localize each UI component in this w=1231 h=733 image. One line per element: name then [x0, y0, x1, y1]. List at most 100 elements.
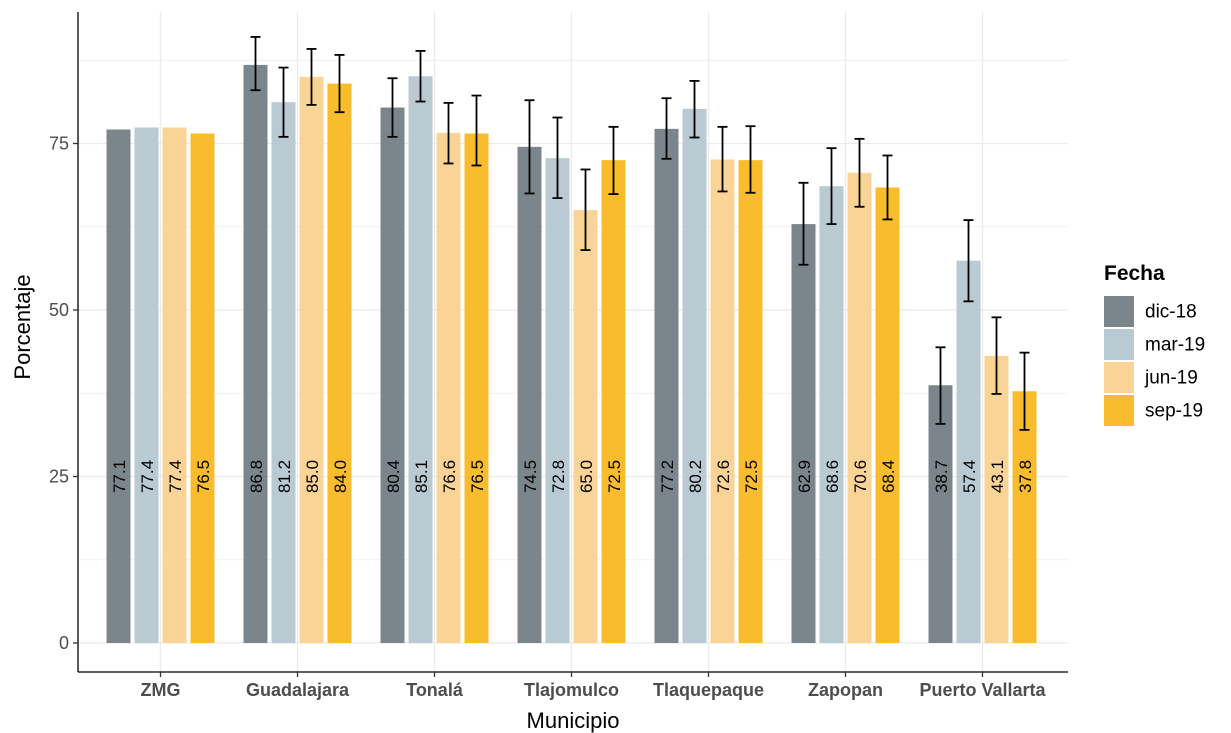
error-bar	[471, 94, 482, 167]
legend-label: jun-19	[1144, 368, 1198, 389]
x-tick-label: Zapopan	[808, 680, 883, 700]
bar-sep-19-ZMG	[190, 133, 215, 643]
x-axis-title: Municipio	[527, 708, 620, 733]
error-bar	[306, 48, 317, 106]
data-label: 72.5	[742, 460, 761, 493]
x-tick-label: Tlajomulco	[524, 680, 619, 700]
grid	[78, 12, 1068, 672]
y-tick-label: 50	[49, 300, 69, 320]
data-label: 77.4	[166, 460, 185, 493]
data-labels: 77.1 86.8 80.4 74.5 77.2 62.9 38.7 77.4 81.2 85.1…	[110, 460, 1035, 493]
bar-jun-19-Tlajomulco	[573, 210, 598, 643]
error-bar	[334, 54, 345, 114]
bar-mar-19-Tlajomulco	[545, 158, 570, 644]
bar-sep-19-Tlajomulco	[601, 160, 626, 643]
error-bar	[717, 125, 728, 193]
data-label: 72.8	[549, 460, 568, 493]
bar-sep-19-Guadalajara	[327, 83, 352, 643]
data-label: 62.9	[795, 460, 814, 493]
bar-mar-19-ZMG	[134, 127, 159, 644]
error-bar	[854, 137, 865, 208]
bar-jun-19-Puerto Vallarta	[984, 355, 1009, 643]
x-ticks: ZMG Guadalajara Tonalá Tlajomulco Tlaquepaqu…	[141, 672, 1047, 700]
data-label: 76.5	[468, 460, 487, 493]
data-label: 86.8	[247, 460, 266, 493]
legend-label: sep-19	[1145, 401, 1203, 422]
data-label: 72.6	[714, 460, 733, 493]
bar-sep-19-Puerto Vallarta	[1012, 391, 1037, 643]
data-label: 37.8	[1016, 460, 1035, 493]
bar-jun-19-Guadalajara	[299, 76, 324, 643]
data-label: 85.0	[303, 460, 322, 493]
data-label: 38.7	[932, 460, 951, 493]
bar-dic-18-Puerto Vallarta	[928, 385, 953, 643]
error-bar	[443, 101, 454, 165]
data-label: 85.1	[412, 460, 431, 493]
legend-swatch	[1104, 329, 1134, 360]
data-label: 81.2	[275, 460, 294, 493]
bar-dic-18-Tlaquepaque	[654, 128, 679, 643]
y-tick-label: 75	[49, 134, 69, 154]
data-label: 43.1	[988, 460, 1007, 493]
data-label: 74.5	[521, 460, 540, 493]
data-label: 80.2	[686, 460, 705, 493]
bars	[106, 64, 1037, 644]
bar-mar-19-Zapopan	[819, 186, 844, 643]
y-tick-label: 0	[59, 633, 69, 653]
error-bar	[826, 147, 837, 225]
x-tick-label: Puerto Vallarta	[919, 680, 1046, 700]
bar-jun-19-Tlaquepaque	[710, 159, 735, 643]
data-label: 57.4	[960, 460, 979, 493]
y-ticks: 0 25 50 75	[49, 134, 78, 653]
error-bar	[278, 66, 289, 138]
bar-dic-18-Tlajomulco	[517, 146, 542, 643]
bar-jun-19-ZMG	[162, 127, 187, 644]
bar-jun-19-Zapopan	[847, 172, 872, 643]
error-bar	[661, 97, 672, 160]
error-bars	[250, 36, 1030, 431]
legend-swatch	[1104, 296, 1134, 327]
data-label: 77.4	[138, 460, 157, 493]
data-label: 68.6	[823, 460, 842, 493]
data-label: 77.2	[658, 460, 677, 493]
bar-mar-19-Guadalajara	[271, 102, 296, 643]
error-bar	[1019, 351, 1030, 431]
x-tick-label: Tonalá	[406, 680, 464, 700]
x-tick-label: Tlaquepaque	[653, 680, 764, 700]
legend-swatch	[1104, 395, 1134, 426]
bar-jun-19-Tonalá	[436, 132, 461, 643]
data-label: 84.0	[331, 460, 350, 493]
error-bar	[415, 50, 426, 103]
bar-dic-18-Tonalá	[380, 107, 405, 643]
error-bar	[387, 77, 398, 138]
x-tick-label: ZMG	[141, 680, 181, 700]
bar-sep-19-Zapopan	[875, 187, 900, 643]
data-label: 77.1	[110, 460, 129, 493]
legend-title: Fecha	[1104, 262, 1165, 285]
legend-swatch	[1104, 362, 1134, 393]
bar-dic-18-ZMG	[106, 129, 131, 643]
error-bar	[524, 99, 535, 195]
bar-sep-19-Tlaquepaque	[738, 160, 763, 643]
legend-label: dic-18	[1145, 302, 1197, 323]
bar-mar-19-Puerto Vallarta	[956, 260, 981, 643]
error-bar	[608, 125, 619, 196]
error-bar	[935, 346, 946, 425]
bar-dic-18-Guadalajara	[243, 64, 268, 644]
error-bar	[580, 168, 591, 251]
bar-sep-19-Tonalá	[464, 133, 489, 643]
data-label: 80.4	[384, 460, 403, 493]
legend: Fecha dic-18 mar-19 jun-19 sep-19	[1104, 262, 1205, 426]
error-bar	[250, 36, 261, 92]
error-bar	[798, 181, 809, 266]
data-label: 76.6	[440, 460, 459, 493]
error-bar	[882, 154, 893, 221]
legend-label: mar-19	[1145, 335, 1205, 356]
error-bar	[745, 125, 756, 194]
y-axis-title: Porcentaje	[10, 274, 35, 379]
data-label: 70.6	[851, 460, 870, 493]
error-bar	[963, 219, 974, 303]
x-tick-label: Guadalajara	[246, 680, 350, 700]
